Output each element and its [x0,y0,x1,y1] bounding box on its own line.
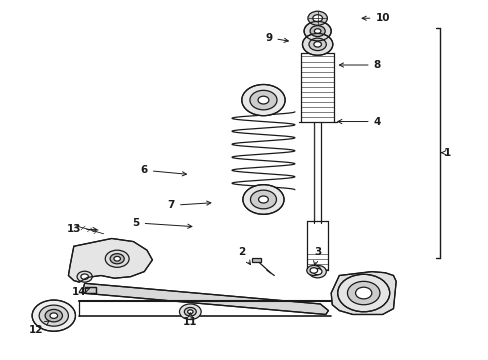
Polygon shape [82,283,328,315]
Text: 4: 4 [337,117,380,126]
Text: 1: 1 [440,148,450,158]
Bar [84,287,95,293]
Text: 12: 12 [29,321,49,335]
Text: 8: 8 [339,60,380,70]
Text: 2: 2 [238,247,250,265]
Circle shape [306,265,320,275]
Circle shape [241,85,285,116]
Text: 10: 10 [362,13,389,23]
Circle shape [308,38,325,51]
Circle shape [313,42,321,47]
Text: 5: 5 [132,218,191,228]
Circle shape [314,29,320,33]
Circle shape [337,274,389,312]
Bar [252,257,260,262]
Text: 14: 14 [72,287,89,297]
Text: 13: 13 [66,224,97,234]
Circle shape [313,269,321,275]
Text: 7: 7 [167,200,210,210]
Circle shape [77,271,92,282]
Circle shape [258,196,268,203]
Circle shape [243,185,284,214]
Circle shape [114,256,120,261]
Circle shape [250,190,276,209]
Circle shape [187,310,193,314]
Circle shape [179,304,201,320]
Circle shape [304,21,330,41]
Circle shape [184,307,196,316]
Circle shape [110,254,124,264]
Text: 9: 9 [265,33,288,43]
Text: 3: 3 [313,247,321,265]
Circle shape [39,305,68,326]
Circle shape [45,309,62,322]
Circle shape [258,96,268,104]
Circle shape [355,287,371,299]
Circle shape [249,90,276,110]
Circle shape [302,33,332,55]
Circle shape [309,26,325,37]
Circle shape [105,250,129,267]
Text: 6: 6 [141,165,186,176]
Circle shape [347,282,379,305]
Circle shape [50,313,58,318]
Bar [84,287,95,293]
Circle shape [32,300,75,331]
Circle shape [309,268,317,273]
Circle shape [307,11,327,25]
Circle shape [81,274,88,279]
Polygon shape [330,271,395,315]
Polygon shape [68,238,152,282]
Circle shape [308,265,325,278]
Circle shape [312,15,322,22]
Text: 11: 11 [183,313,197,327]
